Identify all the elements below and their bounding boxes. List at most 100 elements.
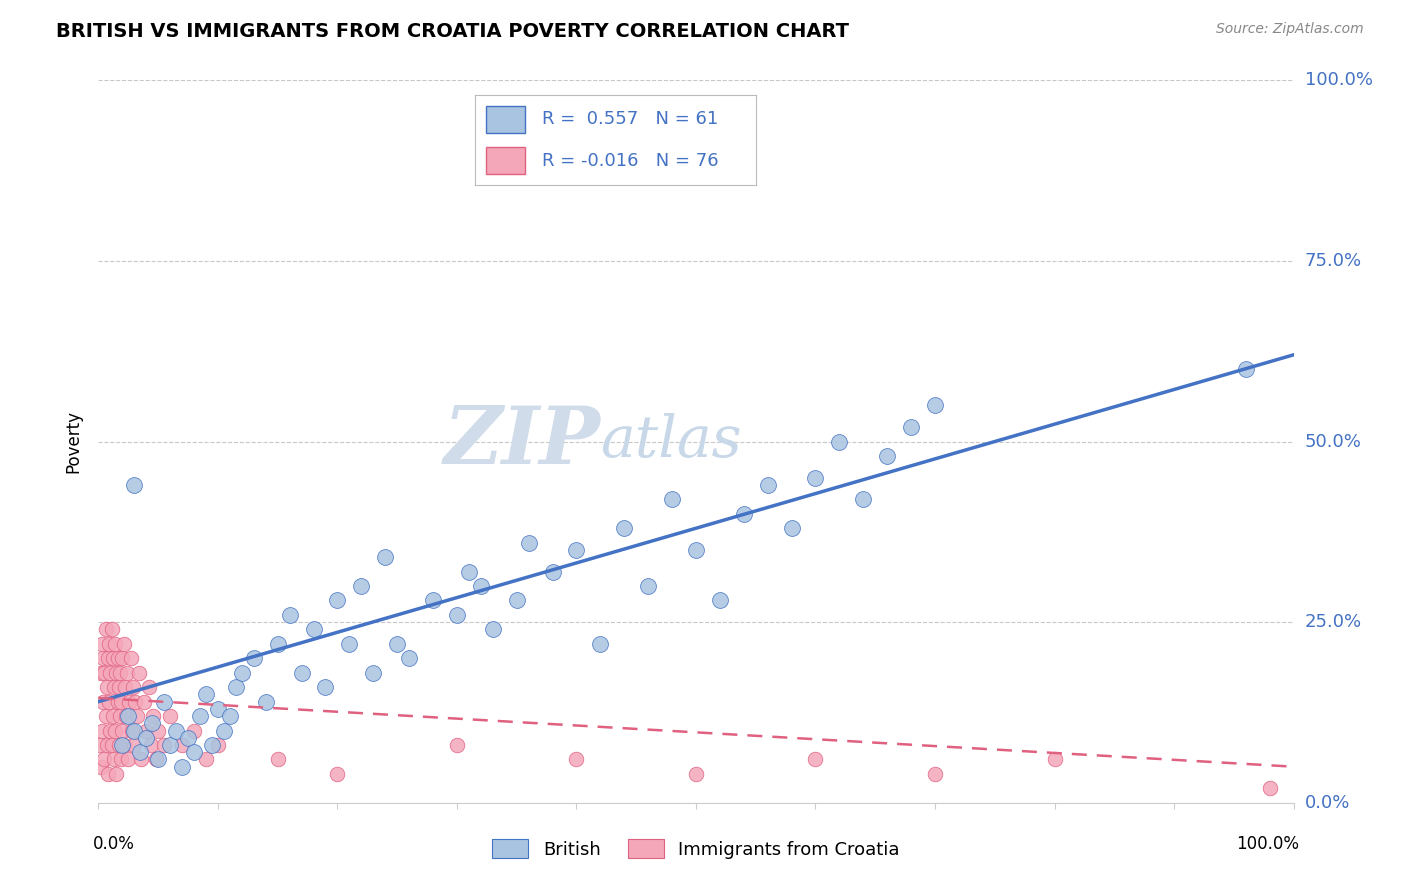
- Point: [900, 420, 922, 434]
- Point: [148, 752, 170, 766]
- Point: [278, 607, 301, 622]
- Point: [121, 723, 143, 738]
- Point: [110, 695, 132, 709]
- Point: [117, 709, 139, 723]
- Point: [733, 507, 755, 521]
- Point: [125, 709, 148, 723]
- Point: [128, 665, 150, 680]
- Point: [326, 593, 349, 607]
- Point: [132, 695, 155, 709]
- Point: [107, 695, 129, 709]
- Point: [90, 665, 112, 680]
- Point: [219, 709, 242, 723]
- Point: [98, 695, 121, 709]
- Point: [470, 579, 492, 593]
- Point: [828, 434, 851, 449]
- Point: [104, 637, 127, 651]
- Point: [172, 760, 194, 774]
- Point: [105, 767, 128, 781]
- Point: [104, 723, 127, 738]
- Point: [159, 709, 181, 723]
- Point: [1043, 752, 1066, 766]
- Point: [709, 593, 731, 607]
- Point: [637, 579, 659, 593]
- Point: [398, 651, 420, 665]
- Point: [129, 745, 152, 759]
- Point: [98, 637, 121, 651]
- Text: 100.0%: 100.0%: [1305, 71, 1372, 89]
- Point: [302, 623, 325, 637]
- Point: [138, 680, 160, 694]
- Point: [350, 579, 373, 593]
- Point: [661, 492, 683, 507]
- Point: [153, 695, 176, 709]
- Point: [613, 521, 636, 535]
- Point: [120, 651, 142, 665]
- Point: [91, 651, 114, 665]
- Text: 100.0%: 100.0%: [1236, 835, 1299, 854]
- Point: [93, 665, 115, 680]
- Point: [89, 738, 111, 752]
- Point: [804, 752, 827, 766]
- Text: ZIP: ZIP: [443, 403, 600, 480]
- Point: [385, 637, 409, 651]
- Point: [165, 723, 187, 738]
- Point: [363, 665, 385, 680]
- Point: [267, 752, 290, 766]
- Point: [458, 565, 481, 579]
- Point: [115, 665, 138, 680]
- Point: [100, 738, 122, 752]
- Text: 0.0%: 0.0%: [93, 835, 135, 854]
- Point: [111, 738, 134, 752]
- Point: [291, 665, 314, 680]
- Point: [1234, 362, 1257, 376]
- Point: [101, 651, 124, 665]
- Point: [135, 723, 157, 738]
- Point: [326, 767, 349, 781]
- Point: [172, 738, 194, 752]
- Point: [124, 478, 146, 492]
- Point: [780, 521, 803, 535]
- Point: [756, 478, 779, 492]
- Point: [177, 731, 200, 745]
- Point: [195, 687, 218, 701]
- Point: [114, 680, 136, 694]
- Point: [103, 680, 125, 694]
- Point: [446, 607, 468, 622]
- Point: [589, 637, 612, 651]
- Point: [141, 716, 163, 731]
- Point: [924, 398, 946, 412]
- Point: [145, 752, 167, 766]
- Point: [90, 760, 112, 774]
- Point: [103, 752, 125, 766]
- Point: [804, 470, 827, 484]
- Point: [96, 738, 118, 752]
- Point: [115, 709, 138, 723]
- Point: [122, 680, 145, 694]
- Text: 25.0%: 25.0%: [1305, 613, 1362, 632]
- Point: [207, 738, 229, 752]
- Legend: British, Immigrants from Croatia: British, Immigrants from Croatia: [485, 832, 907, 866]
- Point: [852, 492, 875, 507]
- Point: [97, 767, 120, 781]
- Point: [100, 623, 122, 637]
- Point: [101, 709, 124, 723]
- Point: [93, 752, 115, 766]
- Point: [231, 665, 253, 680]
- Text: atlas: atlas: [600, 413, 742, 470]
- Point: [446, 738, 468, 752]
- Point: [108, 665, 131, 680]
- Point: [201, 738, 224, 752]
- Point: [112, 738, 135, 752]
- Point: [108, 709, 131, 723]
- Point: [924, 767, 946, 781]
- Point: [876, 449, 898, 463]
- Point: [124, 723, 146, 738]
- Point: [135, 731, 157, 745]
- Point: [107, 680, 129, 694]
- Point: [374, 550, 396, 565]
- Point: [148, 723, 170, 738]
- Point: [565, 542, 588, 557]
- Text: 0.0%: 0.0%: [1305, 794, 1350, 812]
- Point: [212, 723, 235, 738]
